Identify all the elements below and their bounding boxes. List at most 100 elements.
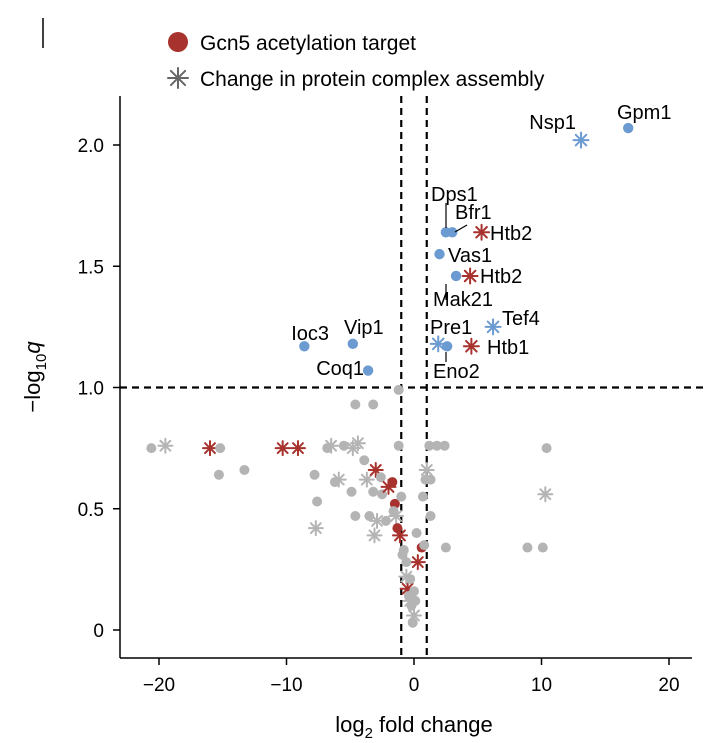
data-point-asterisk	[323, 437, 340, 454]
data-point	[346, 486, 357, 497]
data-point	[364, 511, 375, 522]
asterisk-stroke	[292, 442, 304, 455]
data-point	[146, 443, 157, 454]
data-point-asterisk	[537, 486, 554, 503]
asterisk-stroke	[539, 488, 552, 501]
legend-label-acetylation: Gcn5 acetylation target	[200, 32, 416, 55]
gene-label: Eno2	[433, 361, 480, 383]
data-point	[541, 443, 552, 454]
significant-point-asterisk	[429, 335, 447, 353]
y-tick-label: 0.5	[78, 500, 104, 521]
significant-point	[447, 227, 458, 238]
y-tick-label: 1.0	[78, 379, 104, 400]
data-point	[393, 384, 404, 395]
asterisk-stroke	[475, 225, 488, 239]
gene-label: Htb2	[480, 266, 522, 288]
data-point-asterisk	[157, 437, 174, 454]
data-point	[309, 469, 320, 480]
asterisk-stroke	[411, 556, 424, 569]
data-point	[380, 515, 391, 526]
data-point-asterisk	[289, 440, 306, 457]
gene-label: Vas1	[448, 245, 492, 267]
asterisk-stroke	[309, 522, 322, 535]
data-point-asterisk	[391, 527, 408, 544]
data-point	[522, 542, 533, 553]
data-point	[425, 511, 436, 522]
significant-point-asterisk	[484, 318, 502, 336]
significant-point	[441, 341, 453, 352]
significant-point-asterisk	[572, 131, 590, 149]
data-point	[375, 472, 386, 483]
data-point	[388, 506, 399, 517]
data-point	[419, 540, 430, 551]
y-tick-label: 2.0	[78, 136, 104, 157]
data-point	[387, 477, 398, 488]
gene-label: Bfr1	[455, 202, 492, 224]
x-tick-label: −20	[143, 675, 175, 696]
asterisk-stroke	[351, 437, 364, 450]
data-point	[359, 455, 370, 466]
data-point-asterisk	[274, 440, 291, 457]
asterisk-stroke	[390, 510, 403, 522]
significant-point	[434, 248, 445, 260]
data-point-asterisk	[330, 471, 347, 488]
gene-label: Htb2	[490, 223, 532, 245]
data-point	[239, 464, 250, 475]
asterisk-stroke	[332, 473, 345, 486]
asterisk-stroke	[371, 514, 383, 527]
data-point	[312, 496, 323, 507]
asterisk-stroke	[369, 464, 382, 476]
legend-asterisk-marker	[167, 67, 189, 89]
data-point	[410, 595, 421, 606]
significant-point	[347, 338, 358, 350]
data-point	[425, 474, 436, 485]
legend-asterisk-glyph	[167, 67, 189, 89]
data-point-asterisk	[409, 554, 426, 571]
x-axis-title: log2 fold change	[335, 712, 493, 742]
data-point-asterisk	[358, 471, 375, 488]
x-tick-label: 10	[531, 675, 552, 696]
asterisk-stroke	[368, 529, 381, 542]
data-point	[215, 443, 226, 454]
asterisk-stroke	[463, 269, 477, 283]
data-point-asterisk	[202, 440, 218, 457]
legend-label-complex-assembly: Change in protein complex assembly	[200, 68, 545, 91]
asterisk-stroke	[401, 582, 414, 595]
significant-point-asterisk	[462, 337, 480, 355]
data-point	[401, 557, 412, 568]
data-point	[350, 511, 361, 522]
x-tick-label: 0	[409, 675, 420, 696]
data-point	[439, 440, 450, 451]
gene-label: Gpm1	[617, 102, 671, 124]
plot-area: −20 −10 0 10 20 0 0.5 1.0 1.5 2.0 Nsp1 Gpm1 Dps1Bfr…	[78, 96, 706, 696]
asterisk-stroke	[394, 529, 406, 542]
data-point	[350, 399, 361, 410]
data-point	[424, 440, 435, 451]
data-point	[417, 491, 428, 502]
gene-label: Coq1	[316, 358, 364, 380]
significant-point-asterisk	[461, 267, 479, 285]
gene-label: Nsp1	[529, 112, 576, 134]
gene-label: Pre1	[430, 317, 472, 339]
data-point	[398, 544, 409, 555]
y-tick-label: 0	[93, 621, 104, 642]
asterisk-stroke	[204, 442, 216, 455]
data-point	[409, 586, 419, 597]
y-axis-title: −log10q	[20, 341, 50, 413]
significant-point	[623, 122, 634, 134]
legend-circle-marker	[168, 32, 188, 52]
gene-label: Mak21	[433, 289, 493, 311]
gene-label: Ioc3	[291, 323, 329, 345]
asterisk-stroke	[486, 320, 500, 334]
data-point	[407, 617, 418, 628]
gene-labels: Nsp1 Gpm1Dps1Bfr1Htb2Vas1Mak21Htb2Tef4Pre…	[291, 102, 671, 383]
data-point	[338, 440, 349, 451]
gene-label: Tef4	[502, 308, 540, 330]
data-point	[213, 469, 224, 480]
asterisk-stroke	[276, 442, 289, 455]
asterisk-stroke	[169, 69, 187, 87]
legend: Gcn5 acetylation target Change in protei…	[167, 32, 545, 91]
asterisk-stroke	[420, 464, 433, 476]
gene-label: Dps1	[431, 184, 478, 206]
data-point-asterisk	[366, 527, 383, 544]
